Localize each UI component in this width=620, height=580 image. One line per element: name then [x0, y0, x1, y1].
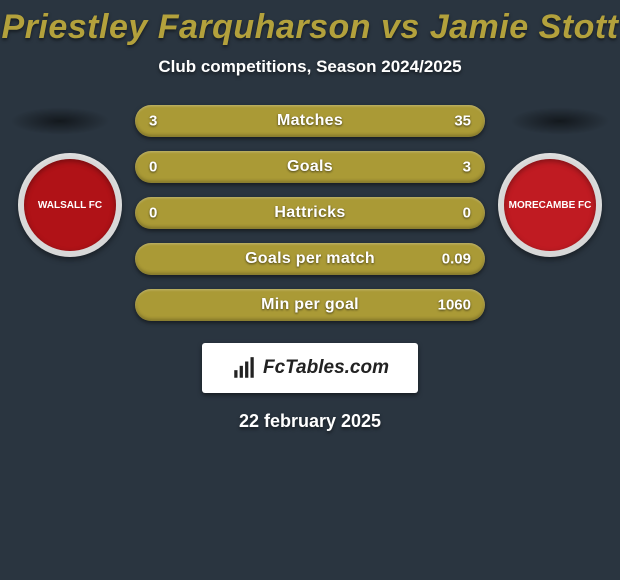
stat-value-left: 0: [149, 205, 157, 222]
comparison-arena: WALSALL FC MORECAMBE FC 3 Matches 35 0 Goals…: [0, 105, 620, 321]
player-shadow-right: [510, 107, 610, 135]
team-badge-right: MORECAMBE FC: [498, 153, 602, 257]
stat-value-right: 3: [463, 159, 471, 176]
stat-bar: 3 Matches 35: [135, 105, 485, 137]
stat-value-left: 3: [149, 113, 157, 130]
stat-value-left: 0: [149, 159, 157, 176]
stat-bar: 0 Goals 3: [135, 151, 485, 183]
stat-value-right: 0: [463, 205, 471, 222]
stat-label: Goals: [287, 158, 333, 176]
brand-box[interactable]: FcTables.com: [202, 343, 418, 393]
page-subtitle: Club competitions, Season 2024/2025: [0, 57, 620, 77]
team-badge-left-inner: WALSALL FC: [24, 159, 116, 251]
stat-label: Min per goal: [261, 296, 359, 314]
team-badge-right-inner: MORECAMBE FC: [504, 159, 596, 251]
team-badge-left: WALSALL FC: [18, 153, 122, 257]
stat-bar: Min per goal 1060: [135, 289, 485, 321]
stats-bars: 3 Matches 35 0 Goals 3 0 Hattricks 0 Goals per ma…: [135, 105, 485, 321]
stat-value-right: 35: [454, 113, 471, 130]
brand-text: FcTables.com: [263, 357, 389, 379]
chart-icon: [231, 355, 257, 381]
stat-label: Hattricks: [274, 204, 345, 222]
page-title: Priestley Farquharson vs Jamie Stott: [0, 0, 620, 47]
stat-label: Matches: [277, 112, 343, 130]
stat-value-right: 0.09: [442, 251, 471, 268]
player-shadow-left: [10, 107, 110, 135]
stat-value-right: 1060: [438, 297, 471, 314]
stat-bar: Goals per match 0.09: [135, 243, 485, 275]
stat-bar: 0 Hattricks 0: [135, 197, 485, 229]
footer-date: 22 february 2025: [0, 411, 620, 432]
stat-label: Goals per match: [245, 250, 375, 268]
